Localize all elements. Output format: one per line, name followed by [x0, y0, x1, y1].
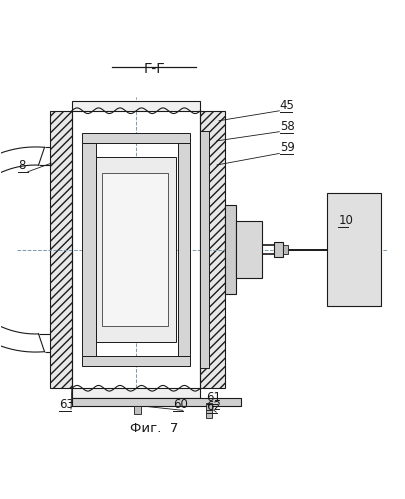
- Text: 10: 10: [339, 215, 353, 228]
- Bar: [283, 245, 288, 254]
- Bar: [206, 403, 212, 410]
- Bar: [102, 173, 168, 326]
- Bar: [206, 410, 212, 418]
- Bar: [274, 242, 283, 257]
- Bar: [177, 143, 190, 356]
- Bar: [72, 398, 241, 406]
- Bar: [236, 222, 262, 277]
- Bar: [82, 356, 190, 366]
- Text: Г-Г: Г-Г: [143, 62, 165, 76]
- Text: 59: 59: [280, 141, 294, 154]
- Text: 61: 61: [207, 391, 222, 404]
- Bar: [72, 388, 200, 398]
- Bar: [82, 133, 190, 143]
- Text: 8: 8: [18, 159, 26, 172]
- Text: 58: 58: [280, 120, 294, 133]
- Bar: [50, 111, 72, 388]
- Bar: [225, 205, 236, 294]
- Bar: [134, 406, 141, 414]
- Bar: [327, 193, 382, 306]
- Text: 62: 62: [207, 400, 222, 413]
- Text: Фиг.  7: Фиг. 7: [130, 422, 179, 435]
- Bar: [72, 101, 200, 111]
- Text: 63: 63: [59, 398, 74, 411]
- Bar: [200, 111, 225, 388]
- Text: 60: 60: [173, 398, 188, 411]
- Bar: [82, 143, 96, 356]
- Bar: [200, 131, 209, 368]
- Text: 45: 45: [280, 98, 294, 112]
- Bar: [96, 157, 176, 342]
